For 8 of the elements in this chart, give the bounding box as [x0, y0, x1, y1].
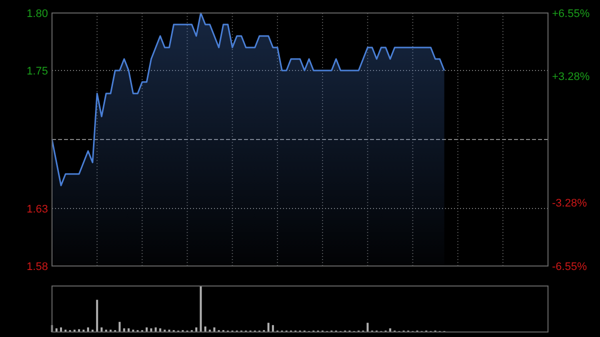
y2-tick-label: +6.55%: [552, 8, 590, 20]
y2-tick-label: -6.55%: [552, 260, 588, 273]
y2-tick-label: +3.28%: [552, 71, 590, 84]
y-tick-label: 1.58: [26, 260, 48, 273]
y-tick-label: 1.75: [26, 65, 48, 78]
y-tick-label: 1.80: [26, 8, 48, 20]
y2-tick-label: -3.28%: [552, 198, 588, 210]
y-tick-label: 1.63: [26, 203, 48, 216]
